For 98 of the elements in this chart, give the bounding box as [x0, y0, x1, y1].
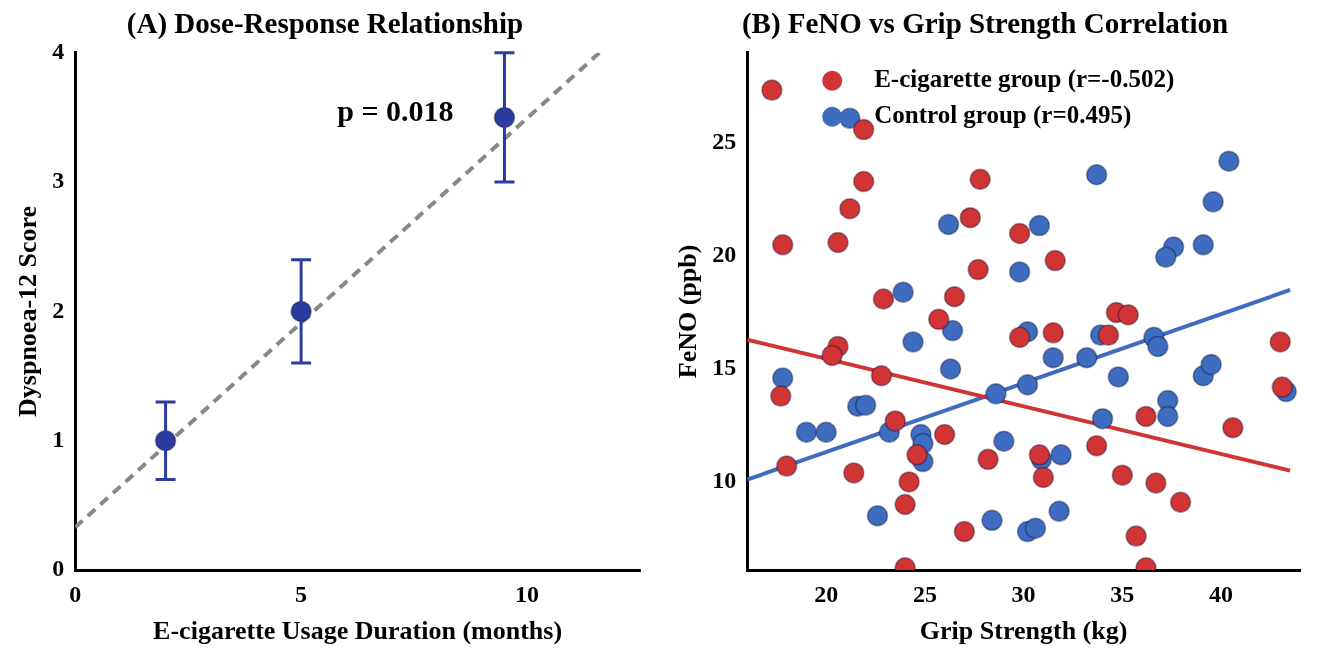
- point: [939, 358, 962, 380]
- x-tick-label: 40: [1209, 580, 1234, 607]
- x-tick-label: 20: [814, 580, 839, 607]
- point: [1008, 261, 1031, 283]
- point: [1085, 435, 1108, 457]
- point: [866, 505, 889, 527]
- point: [1042, 322, 1064, 344]
- point: [771, 234, 794, 256]
- point: [821, 344, 843, 367]
- point: [1076, 346, 1098, 369]
- point: [1008, 222, 1031, 245]
- point: [892, 281, 914, 303]
- point: [1218, 150, 1240, 172]
- point: [1200, 353, 1222, 376]
- point: [884, 410, 907, 432]
- point: [898, 471, 920, 493]
- point: [1222, 416, 1244, 439]
- point: [1125, 525, 1147, 547]
- chart-title: (A) Dose-Response Relationship: [126, 6, 524, 40]
- x-tick-label: 35: [1110, 580, 1135, 607]
- x-axis-title: Grip Strength (kg): [919, 616, 1128, 646]
- point: [854, 394, 877, 416]
- point: [1024, 517, 1047, 539]
- point: [1050, 444, 1072, 466]
- point: [943, 285, 966, 308]
- x-tick-label: 0: [69, 580, 82, 607]
- annotation: p = 0.018: [337, 93, 454, 127]
- point: [1147, 335, 1169, 358]
- point: [1111, 464, 1134, 486]
- point: [985, 383, 1007, 405]
- point: [1202, 191, 1224, 213]
- point: [1097, 324, 1120, 346]
- point: [993, 430, 1015, 453]
- legend-label: Control group (r=0.495): [874, 101, 1132, 130]
- point: [770, 385, 792, 407]
- point: [775, 455, 798, 477]
- point: [1135, 405, 1157, 428]
- point: [1048, 500, 1070, 523]
- point: [1044, 249, 1066, 272]
- point: [1091, 407, 1114, 430]
- point: [843, 462, 865, 484]
- y-tick-label: 3: [52, 167, 65, 194]
- point: [1028, 214, 1051, 237]
- y-tick-label: 0: [52, 555, 65, 582]
- point: [1145, 472, 1167, 494]
- point: [815, 421, 837, 443]
- x-tick-label: 25: [912, 580, 937, 607]
- point: [967, 258, 989, 281]
- y-tick-label: 25: [712, 128, 737, 155]
- point: [1169, 491, 1192, 513]
- x-tick-label: 10: [515, 580, 540, 607]
- point: [870, 365, 893, 387]
- point: [1107, 366, 1130, 388]
- point: [761, 79, 783, 101]
- point: [902, 331, 924, 353]
- y-tick-label: 10: [712, 467, 737, 494]
- chart-title: (B) FeNO vs Grip Strength Correlation: [741, 6, 1229, 40]
- point: [1016, 374, 1039, 396]
- point: [1008, 326, 1031, 349]
- point: [872, 288, 895, 310]
- x-axis-title: E-cigarette Usage Duration (months): [153, 616, 563, 646]
- point: [894, 493, 916, 516]
- point: [852, 170, 875, 193]
- point: [795, 421, 818, 443]
- point: [827, 231, 849, 254]
- point: [1117, 304, 1139, 326]
- point: [852, 118, 875, 141]
- point: [1269, 331, 1292, 353]
- point: [906, 444, 928, 466]
- point: [1192, 234, 1215, 256]
- point: [1155, 246, 1177, 268]
- point: [1085, 164, 1108, 186]
- y-tick-label: 20: [712, 241, 737, 268]
- point: [839, 197, 861, 220]
- y-axis-title: Dyspnoea-12 Score: [13, 205, 43, 417]
- point: [927, 308, 950, 331]
- point: [933, 423, 956, 446]
- point: [771, 367, 794, 389]
- legend-label: E-cigarette group (r=-0.502): [874, 65, 1175, 94]
- point: [1032, 466, 1055, 489]
- y-tick-label: 15: [712, 354, 737, 381]
- point: [1156, 405, 1179, 428]
- y-axis-title: FeNO (ppb): [673, 244, 703, 379]
- y-tick-label: 4: [52, 38, 65, 64]
- x-tick-label: 5: [295, 580, 308, 607]
- point: [981, 509, 1003, 532]
- x-tick-label: 30: [1011, 580, 1036, 607]
- point: [1028, 444, 1051, 466]
- point: [1042, 346, 1064, 369]
- point: [977, 448, 999, 471]
- y-tick-label: 1: [52, 425, 65, 452]
- y-tick-label: 2: [52, 296, 65, 323]
- point: [1271, 376, 1293, 398]
- point: [941, 319, 964, 342]
- point: [953, 520, 976, 543]
- point: [937, 213, 960, 236]
- point: [969, 168, 991, 191]
- point: [959, 206, 982, 229]
